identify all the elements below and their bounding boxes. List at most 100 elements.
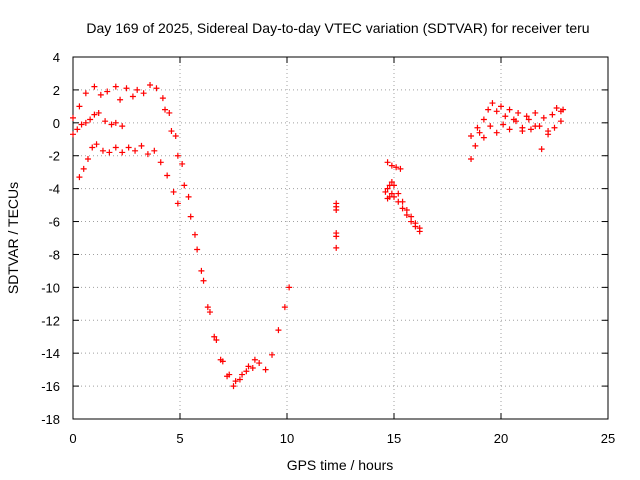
data-point [125,144,132,151]
y-tick-label: -6 [48,215,60,230]
data-point [393,164,400,171]
data-point [249,364,256,371]
data-point [70,131,76,138]
series-arc-20h [468,100,567,163]
data-point [97,91,104,98]
series-upper-arc [70,81,293,390]
x-tick-label: 25 [601,431,615,446]
data-point [384,185,391,192]
y-tick-label: 4 [53,50,60,65]
data-point [219,358,226,365]
data-point [140,90,147,97]
y-tick-label: -14 [41,346,60,361]
data-point [506,126,513,133]
data-point [76,103,83,110]
data-point [532,123,539,130]
data-point [134,86,141,93]
data-point [489,100,496,107]
data-point [123,85,130,92]
data-point [174,200,181,207]
data-point [245,363,252,370]
data-point [84,156,91,163]
data-point [551,124,558,131]
series-upper-arc-trail [162,106,258,385]
data-point [553,105,560,112]
data-point [500,121,507,128]
data-point [560,106,567,113]
data-point [108,121,115,128]
data-point [191,231,198,238]
data-point [99,147,106,154]
data-point [147,81,154,88]
y-tick-label: 0 [53,116,60,131]
data-point [153,85,160,92]
y-tick-label: 2 [53,83,60,98]
data-point [538,146,545,153]
plot-frame [72,56,609,420]
x-tick-label: 0 [69,431,76,446]
data-point [388,190,395,197]
data-point [117,96,124,103]
data-point [468,132,475,139]
data-point [391,182,397,189]
data-point [502,113,509,120]
data-point [269,351,276,358]
data-point [275,327,282,334]
data-point [174,152,181,159]
data-point [144,151,151,158]
data-point [200,277,207,284]
data-point [395,190,402,197]
data-point [416,228,423,235]
y-tick-label: -2 [48,149,60,164]
data-point [211,333,218,340]
y-tick-label: -8 [48,247,60,262]
data-point [388,179,395,186]
data-point [239,371,246,378]
data-point [82,119,89,126]
data-point [194,246,201,253]
data-point [512,118,519,125]
series-isolated-points [333,200,340,251]
data-point [397,165,404,172]
data-point [80,165,87,172]
x-tick-label: 10 [280,431,294,446]
data-point [519,128,526,135]
data-point [129,93,136,100]
data-point [89,144,96,151]
data-point [480,134,487,141]
data-point [382,188,389,195]
series-arc-15h [382,159,423,235]
data-point [179,160,186,167]
data-point [151,147,158,154]
data-point [204,304,211,311]
data-point [256,360,263,367]
data-point [493,129,500,136]
data-point [472,142,479,149]
data-point [545,131,552,138]
data-point [399,205,406,212]
y-tick-label: -4 [48,182,60,197]
data-point [76,174,83,181]
data-point [403,211,410,218]
data-point [226,371,233,378]
data-point [132,147,139,154]
data-point [119,123,126,130]
data-point [549,111,556,118]
data-point [480,116,487,123]
data-point [476,129,483,136]
grid [73,57,608,419]
data-point [119,149,126,156]
data-point [498,103,504,110]
series-early-strand [70,109,126,138]
data-point [74,126,81,133]
data-point [78,121,85,128]
data-point [525,116,532,123]
data-point [384,159,391,166]
data-point [281,304,288,311]
data-point [485,106,492,113]
data-point [198,267,205,274]
data-point [91,83,98,90]
x-tick-label: 15 [387,431,401,446]
data-point [236,376,243,383]
